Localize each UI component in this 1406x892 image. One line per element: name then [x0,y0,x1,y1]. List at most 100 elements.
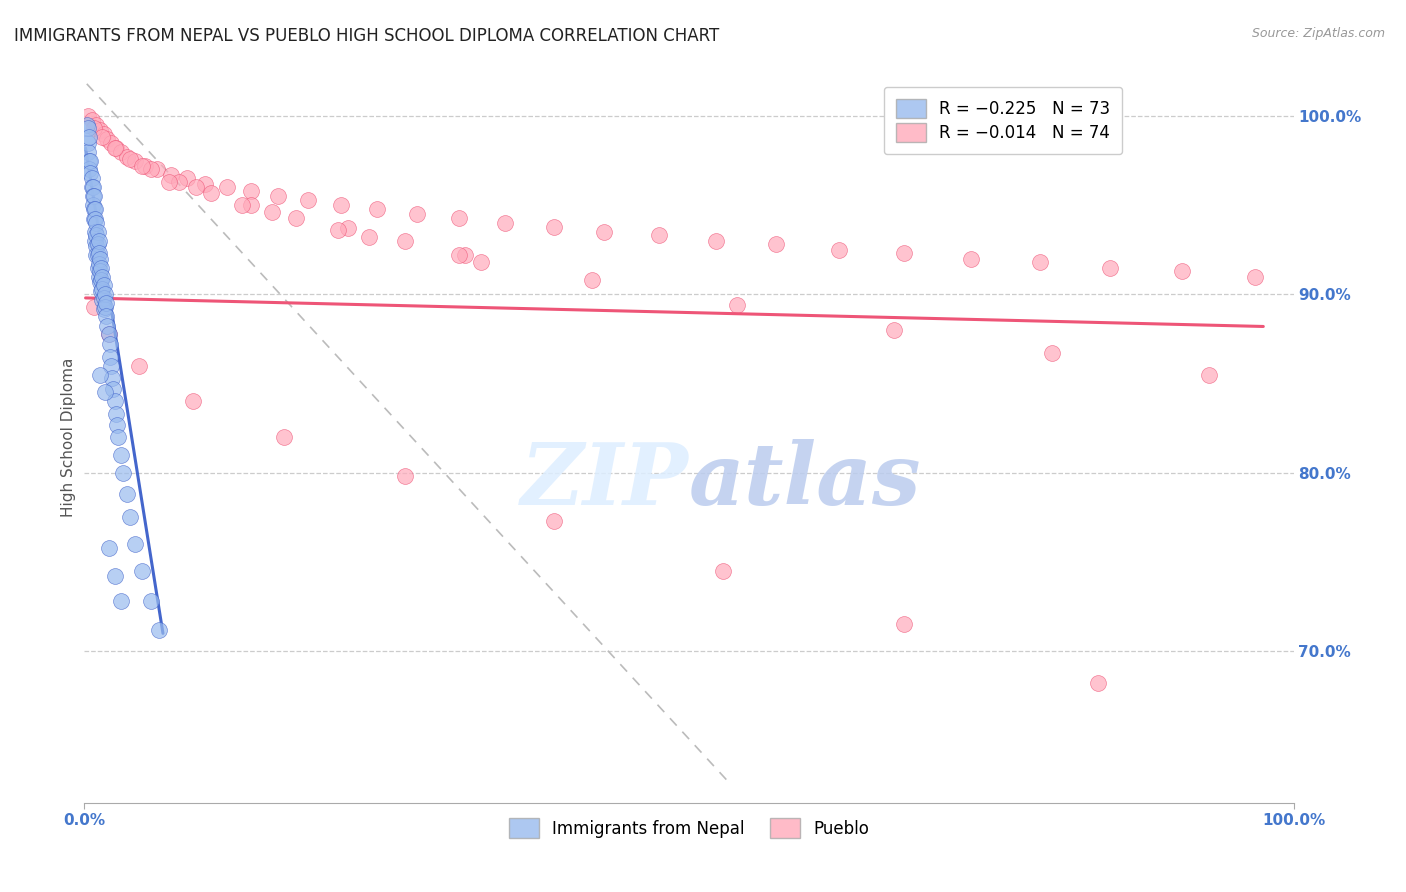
Point [89,264,111,278]
Point [110,448,132,462]
Point [181,394,204,409]
Point [79,166,101,180]
Point [86,118,108,132]
Point [77,109,100,123]
Point [86,239,108,253]
Point [160,168,183,182]
Point [893,617,915,632]
Point [77,136,100,150]
Point [959,252,981,266]
Point [120,152,142,166]
Point [90,284,112,298]
Point [76,118,98,132]
Point [94,385,117,400]
Point [1171,264,1194,278]
Y-axis label: High School Diploma: High School Diploma [60,358,76,516]
Point [80,180,103,194]
Point [87,234,110,248]
Point [83,212,105,227]
Point [94,296,117,310]
Point [329,198,352,212]
Point [115,150,138,164]
Point [1028,255,1050,269]
Point [77,130,100,145]
Point [101,371,124,385]
Point [87,269,110,284]
Legend: Immigrants from Nepal, Pueblo: Immigrants from Nepal, Pueblo [498,806,880,849]
Point [77,153,100,168]
Point [134,159,156,173]
Point [711,564,734,578]
Point [107,430,129,444]
Point [91,269,114,284]
Point [828,243,851,257]
Point [91,282,114,296]
Point [110,145,132,159]
Point [104,407,127,421]
Point [83,300,105,314]
Point [100,136,122,150]
Point [240,184,263,198]
Point [1098,260,1121,275]
Point [449,248,471,262]
Point [86,248,108,262]
Point [139,594,162,608]
Point [86,260,108,275]
Point [103,382,125,396]
Point [394,234,416,248]
Point [93,291,115,305]
Point [146,162,169,177]
Point [115,487,138,501]
Point [83,202,105,216]
Point [200,186,222,200]
Point [357,230,380,244]
Point [112,466,135,480]
Point [86,225,108,239]
Point [82,180,104,194]
Point [297,193,319,207]
Point [543,514,565,528]
Point [84,225,107,239]
Point [104,141,127,155]
Text: IMMIGRANTS FROM NEPAL VS PUEBLO HIGH SCHOOL DIPLOMA CORRELATION CHART: IMMIGRANTS FROM NEPAL VS PUEBLO HIGH SCH… [14,27,720,45]
Point [543,219,565,234]
Point [100,359,122,373]
Point [593,225,616,239]
Point [240,198,263,212]
Point [96,319,118,334]
Point [494,216,516,230]
Point [157,175,180,189]
Point [184,180,207,194]
Point [128,359,150,373]
Point [87,246,110,260]
Point [104,141,127,155]
Point [77,145,100,159]
Point [86,216,108,230]
Point [284,211,308,225]
Point [215,180,238,194]
Point [1198,368,1220,382]
Point [89,368,111,382]
Point [89,252,111,266]
Point [79,153,101,168]
Point [89,123,111,137]
Point [84,234,107,248]
Point [84,212,107,227]
Point [725,298,748,312]
Point [104,569,127,583]
Point [82,198,104,212]
Point [273,430,295,444]
Point [366,202,388,216]
Point [648,228,671,243]
Point [83,121,105,136]
Point [83,189,105,203]
Text: ZIP: ZIP [522,439,689,523]
Point [124,153,146,168]
Point [176,171,198,186]
Point [394,469,416,483]
Point [90,260,112,275]
Text: atlas: atlas [689,439,921,523]
Point [97,326,120,341]
Point [86,248,108,262]
Point [89,275,111,289]
